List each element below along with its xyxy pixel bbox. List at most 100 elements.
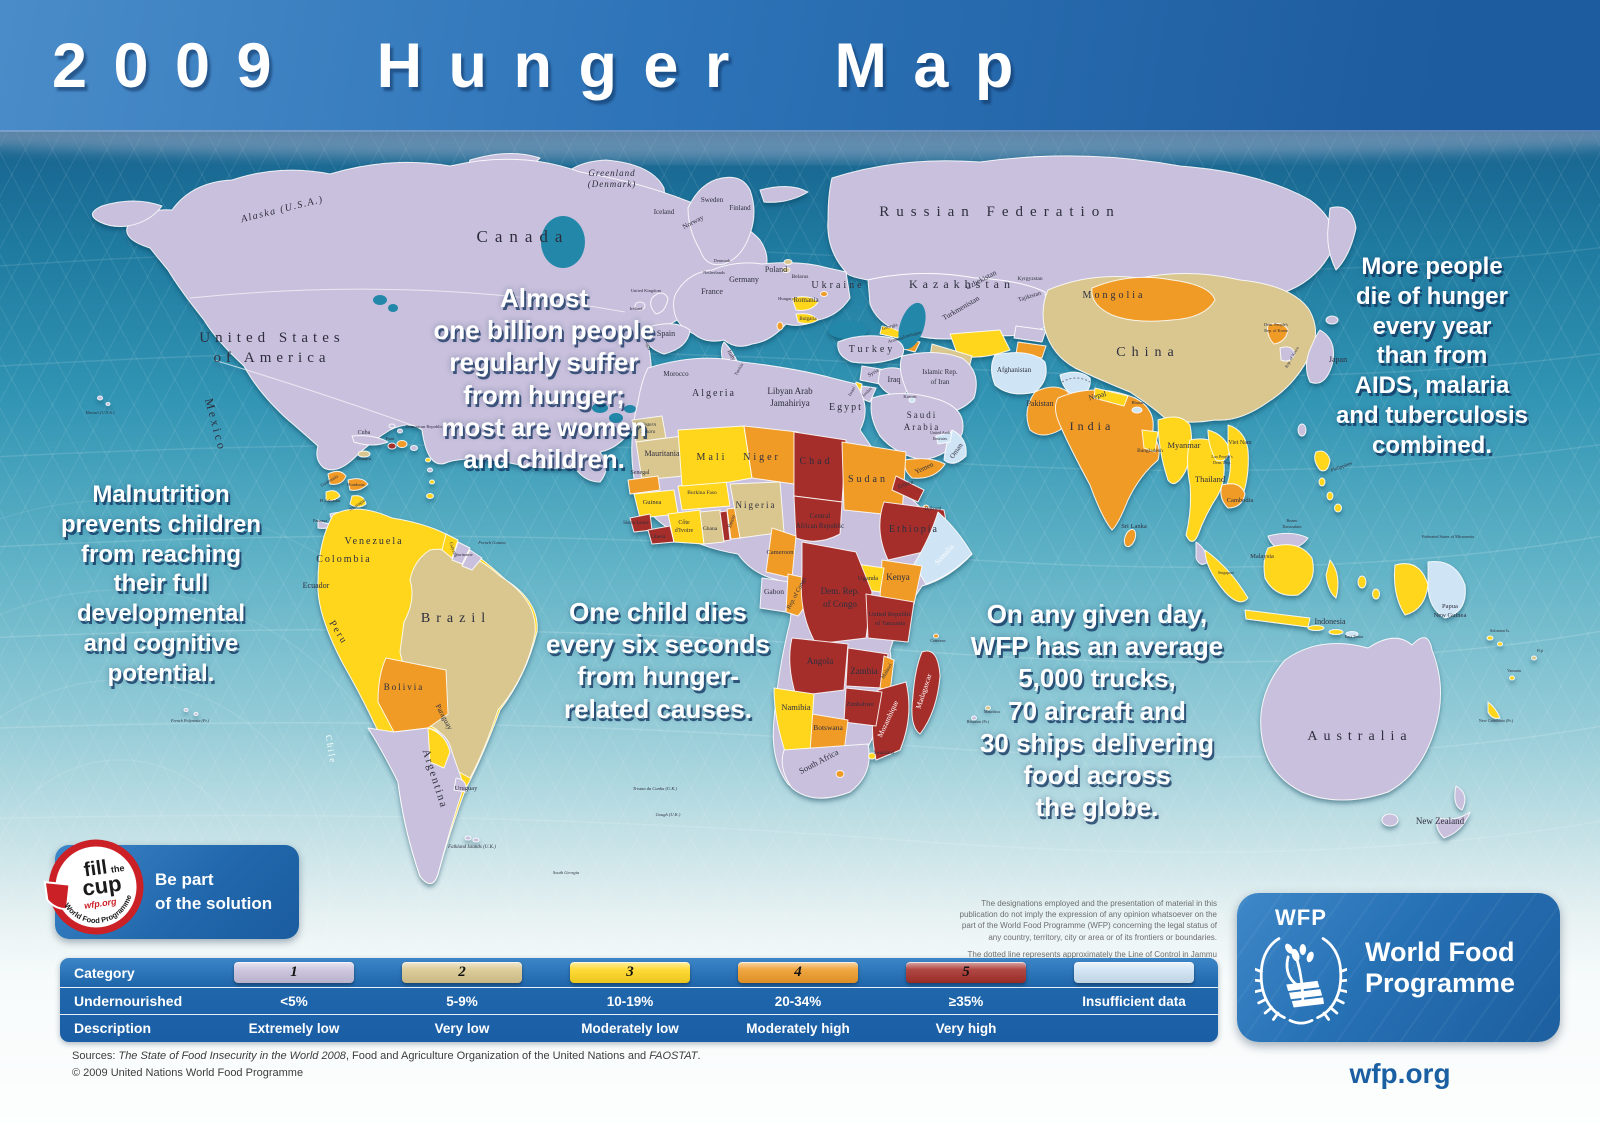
map-label: Papua (1442, 603, 1458, 610)
sources-prefix: Sources: (72, 1050, 119, 1062)
map-label: Canada (477, 227, 570, 246)
map-label: Brazil (421, 611, 491, 626)
map-label: Belarus (792, 274, 809, 280)
map-label: Cambodia (1227, 497, 1254, 504)
legend-header-category: Category (74, 964, 135, 981)
callout-malnutrition: Malnutrition prevents children from reac… (60, 481, 262, 687)
callout-one-billion: Almost one billion people regularly suff… (433, 283, 655, 475)
wfp-logo-panel: WFP (1237, 893, 1560, 1042)
map-label: Hungary (778, 296, 794, 301)
legend-row-description: Description Extremely low Very low Moder… (60, 1014, 1218, 1041)
map-label: Netherlands (703, 270, 725, 275)
map-label: Bulgaria (799, 317, 817, 322)
map-label: Eritrea (897, 479, 915, 490)
map-label: Emirates (933, 436, 948, 441)
region-kashmir (1059, 371, 1091, 397)
map-label: Niger (743, 452, 781, 463)
region-new-zealand (1436, 785, 1471, 839)
map-label: Haiti (386, 436, 396, 441)
map-label: Egypt (829, 402, 863, 413)
legend-value: Extremely low (248, 1020, 340, 1036)
region-uruguay (453, 777, 467, 793)
map-label: Botswana (813, 723, 843, 732)
map-label: Jamahiriya (770, 398, 810, 408)
map-labels: Alaska (U.S.A.)CanadaGreenland(Denmark)I… (85, 168, 1544, 875)
map-label: East Timor (1345, 634, 1364, 639)
map-label: of Iran (931, 378, 950, 386)
map-label: Russian Federation (879, 204, 1120, 220)
map-label: Dem. Rep. (1213, 460, 1231, 465)
map-label: Australia (1307, 729, 1412, 744)
map-label: Sahara (641, 430, 656, 435)
map-label: Ukraine (811, 280, 864, 291)
map-label: Swaziland (874, 751, 895, 756)
region-australia (1260, 637, 1441, 801)
map-label: Japan (1329, 355, 1347, 364)
fill-the-cup-logo: fill the cup wfp.org World Food Programm… (43, 839, 144, 935)
region-north-america (126, 158, 768, 483)
page-title: 2009 Hunger Map (52, 31, 1040, 101)
legend-value: Insufficient data (1082, 993, 1186, 1009)
map-label: Dem. People's (1264, 322, 1288, 327)
map-label: Nigeria (736, 500, 777, 510)
legend-value: <5% (280, 993, 308, 1009)
map-label: Pakistan (1026, 399, 1053, 408)
region-tasmania (1381, 813, 1399, 827)
africa-countries (627, 415, 973, 799)
map-label: Italy (726, 349, 737, 362)
region-alaska-islands (92, 200, 163, 227)
map-label: Syria (867, 367, 881, 378)
map-label: of America (213, 350, 330, 366)
na-borders (189, 288, 626, 429)
sources-suffix: . (697, 1050, 701, 1062)
legend-value: Moderately low (581, 1020, 679, 1036)
map-label: Côte (678, 520, 690, 526)
map-label: Réunion (Fr.) (967, 719, 990, 724)
map-label: Uruguay (455, 785, 478, 792)
map-label: of Congo (823, 599, 857, 609)
landmasses (92, 152, 1537, 884)
map-label: France (701, 287, 723, 296)
map-label: Western (640, 423, 656, 428)
map-label: Colombia (316, 554, 371, 565)
sources-faostat: FAOSTAT (649, 1050, 698, 1062)
region-southern-cone (367, 727, 465, 884)
falkland-islands (464, 835, 480, 843)
map-label: Viet Nam (1228, 440, 1251, 446)
arctic-haze (0, 130, 1600, 160)
map-label: Germany (729, 275, 759, 284)
region-bhutan (1131, 406, 1143, 414)
region-papua-new-guinea (1427, 560, 1466, 619)
legend-row-undernourished: Undernourished <5% 5-9% 10-19% 20-34% ≥3… (60, 987, 1218, 1014)
map-label: Israel (847, 385, 857, 397)
map-label: Zimbabwe (846, 701, 874, 708)
map-label: (Denmark) (588, 179, 637, 189)
fill-the-cup-panel: fill the cup wfp.org World Food Programm… (43, 839, 299, 939)
legend-table: Category 1 2 3 4 5 Undernourished <5% 5-… (60, 958, 1218, 1042)
map-label: Indonesia (1314, 617, 1346, 626)
map-label: Romania (793, 296, 819, 304)
map-label: New Guinea (1434, 612, 1467, 619)
callout-more-deaths: More people die of hunger every year tha… (1335, 253, 1529, 459)
map-label: Sweden (701, 196, 724, 204)
world-map: Alaska (U.S.A.)CanadaGreenland(Denmark)I… (0, 130, 1600, 960)
map-label: Rep. of Korea (1264, 328, 1288, 333)
caribbean (351, 423, 435, 499)
region-kamchatka (1327, 206, 1357, 271)
region-india (1054, 389, 1160, 531)
wfp-name: World Food Programme (1365, 937, 1516, 998)
region-scandinavia (687, 176, 755, 266)
map-label: Iraq (888, 375, 901, 384)
map-label: Cuba (358, 430, 371, 436)
map-label: Falkland Islands (U.K.) (447, 845, 496, 850)
region-europe-main (673, 262, 851, 347)
sources-mid: , Food and Agriculture Organization of t… (345, 1050, 650, 1062)
map-label: Kuwait (903, 394, 917, 399)
map-label: Kyrgyzstan (1017, 276, 1043, 282)
map-label: India (1070, 419, 1115, 433)
map-label: Hawaii (U.S.A.) (85, 410, 115, 415)
legend-value: Very high (935, 1020, 997, 1036)
map-label: Malaysia (1250, 553, 1274, 560)
legend-value: 5-9% (446, 993, 478, 1009)
map-label: El Salvador (319, 498, 341, 503)
